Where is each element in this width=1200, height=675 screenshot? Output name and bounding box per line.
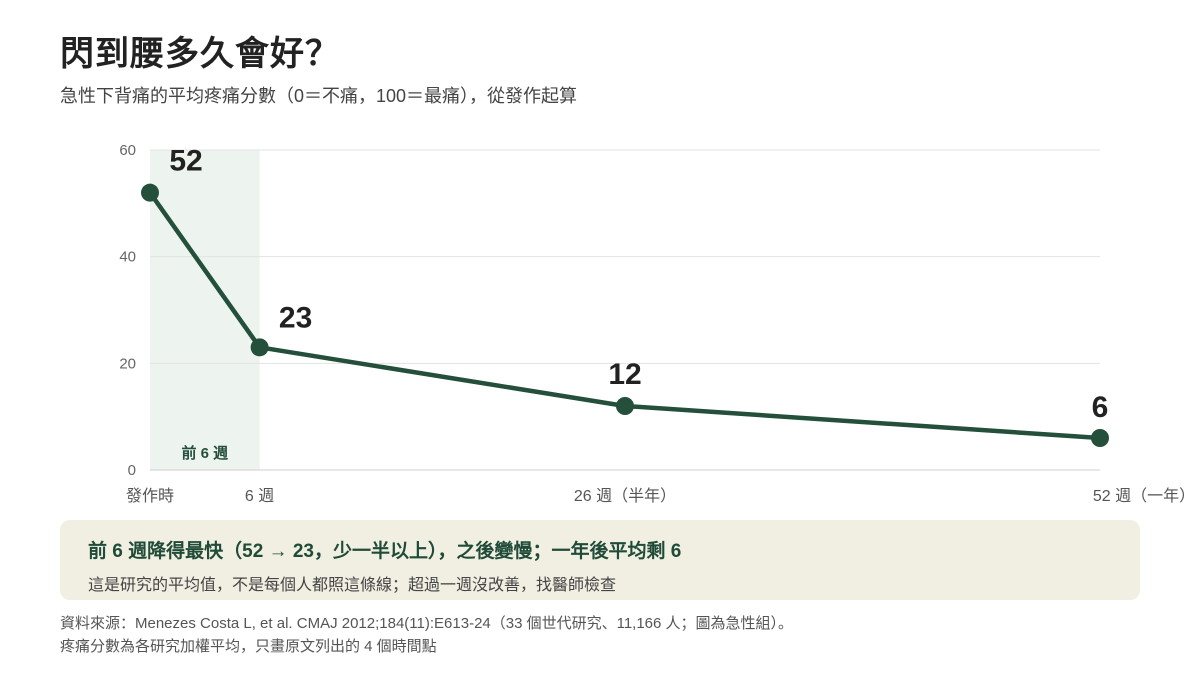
series-line (147, 190, 1103, 441)
x-tick-label: 6 週 (245, 487, 274, 505)
source-citation: 資料來源：Menezes Costa L, et al. CMAJ 2012;1… (60, 615, 794, 632)
page-title: 閃到腰多久會好？ (60, 35, 340, 73)
x-tick-label: 發作時 (126, 487, 174, 505)
shaded-region (150, 150, 260, 470)
data-point (141, 183, 159, 202)
key-takeaway-box: 前 6 週降得最快（52 → 23，少一半以上），之後變慢；一年後平均剩 6 這… (60, 520, 1140, 600)
shaded-region-label: 前 6 週 (181, 444, 228, 462)
line-chart: 前 6 週 0 20 40 60 發作時 6 週 26 週（半年） 52 週（一年） 52 2… (119, 142, 1195, 505)
x-tick-label: 26 週（半年） (574, 487, 676, 505)
y-tick-label: 0 (128, 462, 136, 479)
x-tick-label: 52 週（一年） (1093, 487, 1195, 505)
data-point (616, 397, 634, 415)
y-tick-label: 60 (119, 142, 136, 159)
page-subtitle: 急性下背痛的平均疼痛分數（0＝不痛，100＝最痛），從發作起算 (60, 86, 578, 106)
data-label: 23 (279, 301, 312, 334)
takeaway-headline: 前 6 週降得最快（52 → 23，少一半以上），之後變慢；一年後平均剩 6 (88, 541, 682, 562)
y-tick-label: 20 (119, 355, 136, 372)
data-label: 6 (1092, 391, 1109, 424)
method-note: 疼痛分數為各研究加權平均，只畫原文列出的 4 個時間點 (60, 638, 437, 655)
y-tick-label: 40 (119, 249, 136, 266)
source-note: 資料來源：Menezes Costa L, et al. CMAJ 2012;1… (60, 612, 793, 658)
data-point (1091, 429, 1109, 447)
data-label: 52 (169, 145, 202, 178)
data-point (250, 338, 269, 357)
takeaway-note: 這是研究的平均值，不是每個人都照這條線；超過一週沒改善，找醫師檢查 (88, 577, 617, 594)
data-label: 12 (608, 358, 641, 391)
